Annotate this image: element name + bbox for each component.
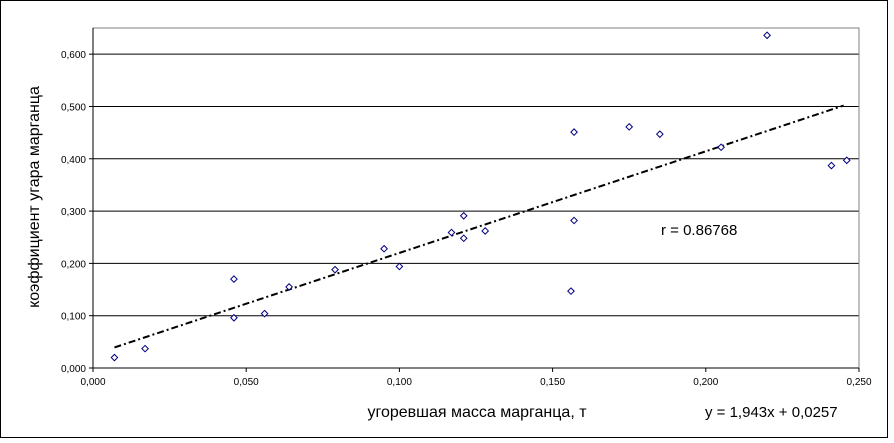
x-axis-label: угоревшая масса марганца, т (367, 404, 587, 421)
x-tick-label: 0,050 (234, 377, 259, 388)
x-tick-label: 0,150 (540, 377, 565, 388)
gridlines (93, 53, 859, 317)
data-point (655, 130, 664, 139)
data-point (842, 156, 851, 165)
data-point (141, 344, 149, 353)
plot-area (92, 27, 860, 369)
trendline-equation: y = 1,943x + 0,0257 (705, 404, 838, 421)
axes (89, 27, 860, 372)
data-point (570, 216, 578, 225)
x-tick-label: 0,000 (80, 377, 105, 388)
data-point (285, 283, 294, 291)
data-points (110, 31, 851, 362)
data-point (110, 353, 119, 362)
y-tick-label: 0,600 (61, 50, 86, 61)
data-point (763, 31, 771, 40)
data-point (331, 265, 339, 274)
data-point (625, 122, 634, 131)
data-point (567, 287, 575, 296)
x-tick-label: 0,100 (387, 377, 412, 388)
x-tick-label: 0,250 (846, 377, 871, 388)
data-point (459, 234, 468, 243)
data-point (260, 309, 269, 318)
data-point (827, 161, 836, 170)
y-tick-label: 0,300 (61, 207, 86, 218)
y-tick-labels: 0,000 0,100 0,200 0,300 0,400 0,500 0,600 (61, 50, 86, 375)
x-tick-labels: 0,000 0,050 0,100 0,150 0,200 0,250 (80, 377, 871, 388)
data-point (459, 211, 468, 220)
data-point (230, 313, 238, 322)
data-point (570, 128, 578, 136)
y-tick-label: 0,200 (61, 259, 86, 270)
y-tick-label: 0,400 (61, 155, 86, 166)
data-point (447, 228, 456, 237)
y-tick-label: 0,100 (61, 312, 86, 323)
y-axis-label: коэффициент угара марганца (26, 86, 43, 308)
y-tick-label: 0,500 (61, 102, 86, 113)
correlation-label: r = 0.86768 (661, 222, 737, 239)
x-tick-label: 0,200 (693, 377, 718, 388)
data-point (395, 262, 404, 271)
data-point (481, 227, 490, 235)
data-point (230, 275, 238, 283)
data-point (380, 244, 388, 253)
data-point (717, 143, 726, 152)
y-tick-label: 0,000 (61, 364, 86, 375)
